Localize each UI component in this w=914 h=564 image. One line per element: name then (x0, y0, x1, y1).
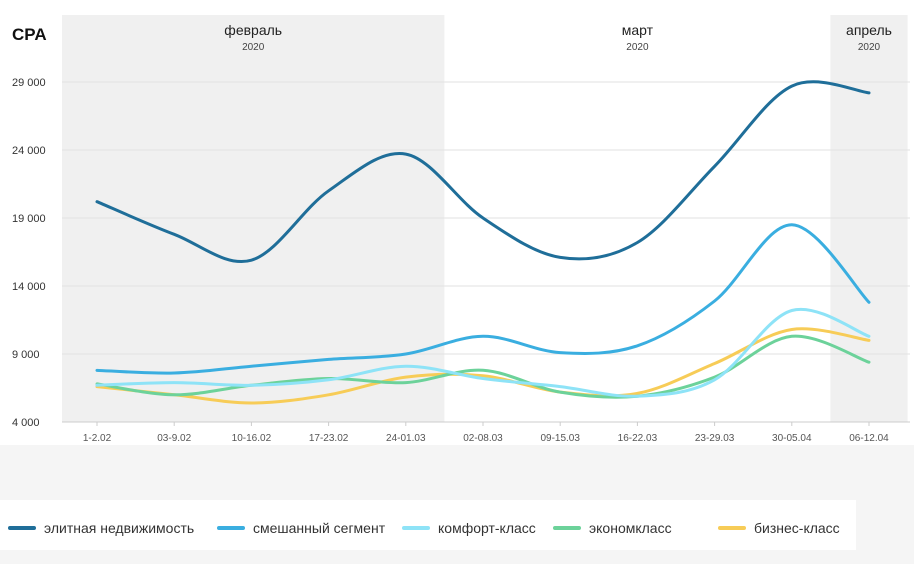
y-tick-label: 4 000 (12, 417, 40, 429)
legend-swatch (553, 526, 581, 530)
legend-label: бизнес-класс (754, 520, 840, 536)
grid-lines (62, 81, 910, 423)
legend-label: комфорт-класс (438, 520, 536, 536)
legend-swatch (217, 526, 245, 530)
x-tick-label: 02-08.03 (463, 433, 503, 444)
series-line-2 (95, 307, 871, 398)
x-tick-label: 17-23.02 (309, 433, 349, 444)
period-month-label: февраль (224, 22, 282, 38)
period-year-label: 2020 (626, 42, 649, 53)
x-tick-label: 1-2.02 (83, 433, 112, 444)
x-tick-label: 23-29.03 (695, 433, 735, 444)
x-tick-label: 06-12.04 (849, 433, 889, 444)
y-tick-label: 14 000 (12, 281, 46, 293)
x-tick-label: 24-01.03 (386, 433, 426, 444)
series-line-3 (95, 334, 871, 399)
chart-panel: 4 000 9 000 14 000 19 000 24 000 29 000 1-2.0… (12, 15, 910, 444)
legend-label: экономкласс (589, 520, 672, 536)
legend-label: элитная недвижимость (44, 520, 195, 536)
series-lines (95, 80, 871, 405)
legend-item: экономкласс (553, 518, 672, 538)
x-tick-label: 10-16.02 (232, 433, 272, 444)
legend-swatch (402, 526, 430, 530)
y-tick-label: 9 000 (12, 349, 40, 361)
series-line-1 (95, 223, 871, 375)
legend-item: элитная недвижимость (8, 518, 194, 538)
line-chart: 4 000 9 000 14 000 19 000 24 000 29 000 1-2.0… (12, 15, 910, 444)
legend-swatch (8, 526, 36, 530)
y-tick-label: 29 000 (12, 77, 46, 89)
period-year-label: 2020 (858, 42, 881, 53)
series-line-0 (95, 80, 871, 263)
x-axis-ticks: 1-2.02 03-9.02 10-16.02 17-23.02 24-01.03 02-… (83, 422, 889, 444)
legend-item: комфорт-класс (402, 518, 536, 538)
y-tick-label: 24 000 (12, 145, 46, 157)
legend-item: бизнес-класс (718, 518, 840, 538)
period-labels: февраль 2020 март 2020 апрель 2020 (224, 22, 892, 53)
period-month-label: апрель (846, 22, 892, 38)
legend: элитная недвижимость смешанный сегмент ком… (0, 500, 856, 550)
x-tick-label: 09-15.03 (540, 433, 580, 444)
y-axis-ticks: 4 000 9 000 14 000 19 000 24 000 29 000 (12, 77, 46, 429)
x-tick-label: 03-9.02 (157, 433, 191, 444)
series-line-4 (95, 327, 871, 405)
chart-title: CPA (12, 25, 47, 44)
legend-swatch (718, 526, 746, 530)
period-month-label: март (622, 22, 654, 38)
x-tick-label: 30-05.04 (772, 433, 812, 444)
y-tick-label: 19 000 (12, 213, 46, 225)
x-tick-label: 16-22.03 (618, 433, 658, 444)
legend-label: смешанный сегмент (253, 520, 386, 536)
legend-item: смешанный сегмент (217, 518, 385, 538)
period-year-label: 2020 (242, 42, 265, 53)
